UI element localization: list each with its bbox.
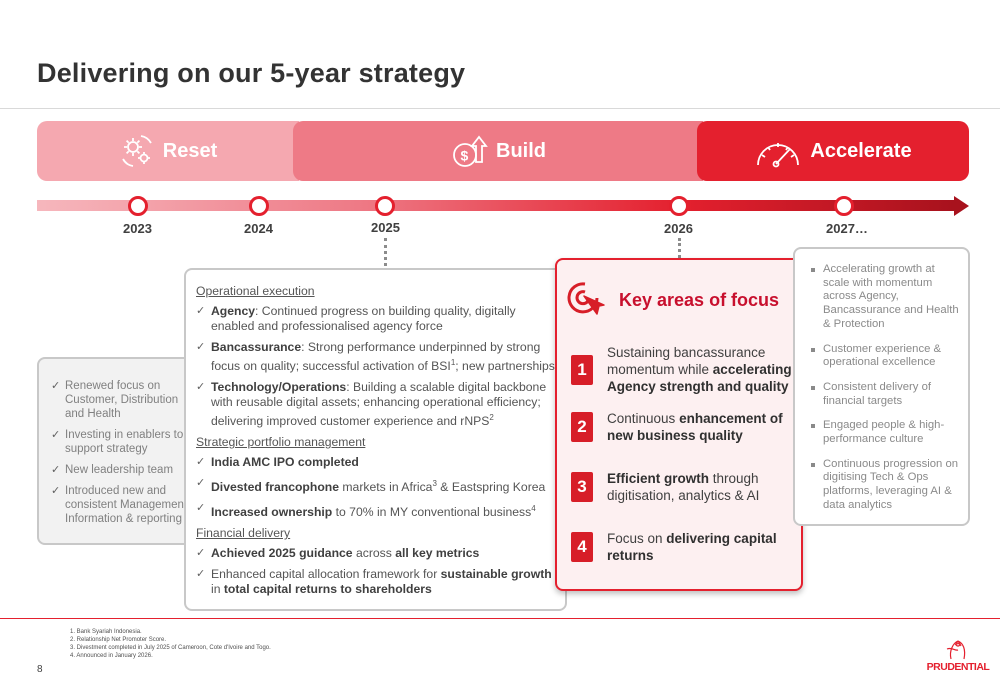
list-item: Bancassurance: Strong performance underp… <box>196 340 558 374</box>
list-item: Divested francophone markets in Africa3 … <box>196 476 558 495</box>
footnotes: 1. Bank Syariah Indonesia. 2. Relationsh… <box>70 628 271 660</box>
connector-2025 <box>384 238 387 266</box>
financial-list: Achieved 2025 guidance across all key me… <box>196 546 558 597</box>
phase-accelerate-label: Accelerate <box>810 139 912 162</box>
timeline-bar <box>37 200 954 211</box>
timeline <box>37 196 969 216</box>
year-label-2026: 2026 <box>664 221 693 236</box>
list-item: New leadership team <box>51 463 193 477</box>
reset-list: Renewed focus on Customer, Distribution … <box>51 379 193 533</box>
list-item: Consistent delivery of financial targets <box>809 381 959 408</box>
speedometer-icon <box>754 133 802 169</box>
logo-wordmark: PRUDENTIAL <box>926 661 990 673</box>
portfolio-list: India AMC IPO completed Divested francop… <box>196 455 558 520</box>
list-item: Continuous progression on digitising Tec… <box>809 458 959 513</box>
phase-reset-label: Reset <box>162 139 218 162</box>
timeline-marker-2027 <box>834 196 854 216</box>
footnote: 4. Announced in January 2026. <box>70 653 153 659</box>
list-item: Customer experience & operational excell… <box>809 343 959 370</box>
footer-divider <box>0 618 1000 619</box>
list-item: Enhanced capital allocation framework fo… <box>196 567 558 597</box>
dollar-growth-icon: $ <box>450 132 488 170</box>
list-item: Achieved 2025 guidance across all key me… <box>196 546 558 561</box>
timeline-marker-2024 <box>249 196 269 216</box>
focus-item-1: 1 Sustaining bancassurance momentum whil… <box>571 344 799 395</box>
focus-number-badge: 2 <box>571 412 593 442</box>
list-item: Accelerating growth at scale with moment… <box>809 263 959 332</box>
svg-text:$: $ <box>461 148 469 164</box>
operational-list: Agency: Continued progress on building q… <box>196 304 558 429</box>
focus-item-3: 3 Efficient growth through digitisation,… <box>571 470 799 504</box>
year-label-2024: 2024 <box>244 221 273 236</box>
list-item: India AMC IPO completed <box>196 455 558 470</box>
list-item: Increased ownership to 70% in MY convent… <box>196 501 558 520</box>
focus-number-badge: 3 <box>571 472 593 502</box>
page-title: Delivering on our 5-year strategy <box>37 58 466 88</box>
title-divider <box>0 108 1000 109</box>
section-heading-financial: Financial delivery <box>196 526 291 541</box>
connector-2026 <box>678 238 681 258</box>
focus-item-4: 4 Focus on delivering capital returns <box>571 530 799 564</box>
list-item: Renewed focus on Customer, Distribution … <box>51 379 193 421</box>
focus-title: Key areas of focus <box>619 290 780 310</box>
timeline-arrowhead <box>954 196 969 216</box>
timeline-marker-2023 <box>128 196 148 216</box>
footnote: 2. Relationship Net Promoter Score. <box>70 637 167 643</box>
list-item: Technology/Operations: Building a scalab… <box>196 380 558 429</box>
key-areas-of-focus-box: Key areas of focus 1 Sustaining bancassu… <box>555 258 803 591</box>
phase-accelerate-banner: Accelerate <box>697 121 969 181</box>
footnote: 3. Divestment completed in July 2025 of … <box>70 645 271 651</box>
focus-item-2: 2 Continuous enhancement of new business… <box>571 410 799 444</box>
accelerate-list: Accelerating growth at scale with moment… <box>809 263 959 524</box>
list-item: Investing in enablers to support strateg… <box>51 428 193 456</box>
list-item: Introduced new and consistent Management… <box>51 484 193 526</box>
focus-number-badge: 1 <box>571 354 593 385</box>
focus-number-badge: 4 <box>571 532 593 562</box>
year-label-2025: 2025 <box>371 220 400 235</box>
page-number: 8 <box>37 664 43 675</box>
prudential-logo: PRUDENTIAL <box>925 637 991 673</box>
footnote: 1. Bank Syariah Indonesia. <box>70 629 142 635</box>
reset-achievements-box: Renewed focus on Customer, Distribution … <box>37 357 197 545</box>
list-item: Engaged people & high-performance cultur… <box>809 419 959 446</box>
accelerate-goals-box: Accelerating growth at scale with moment… <box>793 247 970 526</box>
timeline-marker-2025 <box>375 196 395 216</box>
year-label-2023: 2023 <box>123 221 152 236</box>
gears-cycle-icon <box>119 133 155 169</box>
phase-build-banner: $ Build <box>293 121 703 181</box>
target-cursor-icon <box>567 278 605 323</box>
year-label-2027: 2027… <box>826 221 868 236</box>
list-item: Agency: Continued progress on building q… <box>196 304 558 334</box>
timeline-marker-2026 <box>669 196 689 216</box>
section-heading-portfolio: Strategic portfolio management <box>196 435 366 450</box>
phase-reset-banner: Reset <box>37 121 299 181</box>
phase-build-label: Build <box>496 139 546 162</box>
build-achievements-box: Operational execution Agency: Continued … <box>184 268 567 611</box>
section-heading-operational: Operational execution <box>196 284 315 298</box>
